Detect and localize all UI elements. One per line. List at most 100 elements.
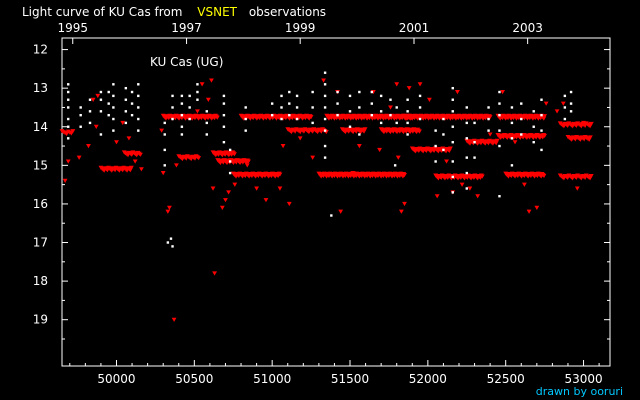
y-tick-label: 12 [33,43,48,57]
detection-mark [323,144,327,148]
detection-mark [451,140,454,144]
axis-ticks: 12 13 14 15 16 17 18 19 50000 50500 51000 51500 5200… [33,43,610,386]
upper-limit-mark [263,198,269,203]
detection-mark [244,129,247,132]
upper-limit-mark [394,82,400,87]
detection-mark [532,140,535,144]
detection-mark [442,133,445,136]
header-title-prefix: Light curve of KU Cas from [22,5,182,19]
detection-mark [465,156,468,159]
detection-mark [67,83,70,86]
y-tick-label: 15 [33,158,48,172]
detection-mark [163,164,166,167]
detection-mark [336,113,339,117]
detection-mark [124,98,128,101]
detection-mark [171,106,174,109]
detection-mark [311,106,314,109]
detection-mark [112,94,115,98]
detection-mark [370,113,374,117]
detection-mark [112,129,115,132]
detection-mark [107,90,110,94]
x-tick-label: 51000 [253,372,291,386]
detection-mark [406,121,409,125]
upper-limit-mark [223,198,228,203]
detection-mark [379,94,383,98]
upper-limit-mark [286,201,292,207]
detection-mark [67,117,70,121]
detection-mark [370,102,374,105]
upper-limit-mark [479,174,485,179]
detection-mark [67,98,70,101]
detection-mark [270,102,274,105]
detection-mark [510,164,514,167]
upper-limit-mark [226,190,231,195]
header-title-suffix: observations [249,5,326,19]
upper-limit-mark [448,146,453,151]
detection-mark [418,117,422,121]
detection-mark [137,83,140,86]
upper-limit-mark [70,129,76,134]
detection-mark [323,71,327,74]
detection-mark [540,129,543,132]
x-tick-label: 52000 [409,372,447,386]
detection-mark [348,110,352,113]
detection-mark [124,121,128,125]
detection-mark [205,133,208,136]
y-tick-label: 14 [33,120,48,134]
upper-limit-mark [402,201,407,207]
upper-limit-mark [398,209,404,214]
detection-mark [418,106,422,109]
detection-mark [442,117,445,121]
detection-mark [67,106,70,109]
detection-mark [434,144,437,148]
y-tick-label: 18 [33,274,48,288]
upper-limit-mark [588,173,594,179]
detection-mark [137,117,140,121]
detection-mark [171,94,174,98]
detection-mark [451,191,454,194]
detection-mark [520,117,523,121]
upper-limit-mark [171,317,177,322]
detection-mark [163,121,166,125]
upper-limit-mark [277,186,283,191]
detection-mark [137,106,140,109]
detection-mark [180,102,184,105]
upper-limit-mark [93,124,99,129]
upper-limit-mark [494,138,500,143]
detection-mark [79,125,82,128]
upper-limit-mark [159,128,165,133]
detection-mark [323,94,327,98]
upper-limit-mark [554,109,560,114]
detection-mark [389,113,392,117]
detection-mark [520,133,523,136]
detection-mark [79,106,82,109]
detection-mark [395,106,398,109]
upper-limit-mark [297,136,303,141]
detection-mark [196,90,199,94]
detection-mark [563,94,567,98]
upper-limit-mark [541,173,547,179]
detection-mark [88,98,92,101]
upper-limit-mark [512,140,518,145]
detection-mark [288,90,291,94]
detection-mark [434,129,437,132]
detection-mark [473,121,476,125]
detection-mark [498,102,501,105]
detection-mark [88,110,92,113]
detection-mark [563,106,567,109]
detection-mark [67,137,70,140]
upper-limit-mark [526,209,532,214]
upper-limit-mark [129,165,134,171]
upper-limit-mark [232,152,237,157]
y-tick-label: 19 [33,313,48,327]
detection-mark [288,113,291,117]
detection-mark [99,133,103,136]
detection-mark [348,94,352,98]
detection-mark [295,106,299,109]
detection-mark [473,140,476,144]
header-title-highlight: VSNET [197,5,237,19]
detection-mark [67,90,70,94]
upper-limit-mark [500,90,505,95]
upper-limit-mark [62,178,68,183]
detection-mark [442,148,445,152]
